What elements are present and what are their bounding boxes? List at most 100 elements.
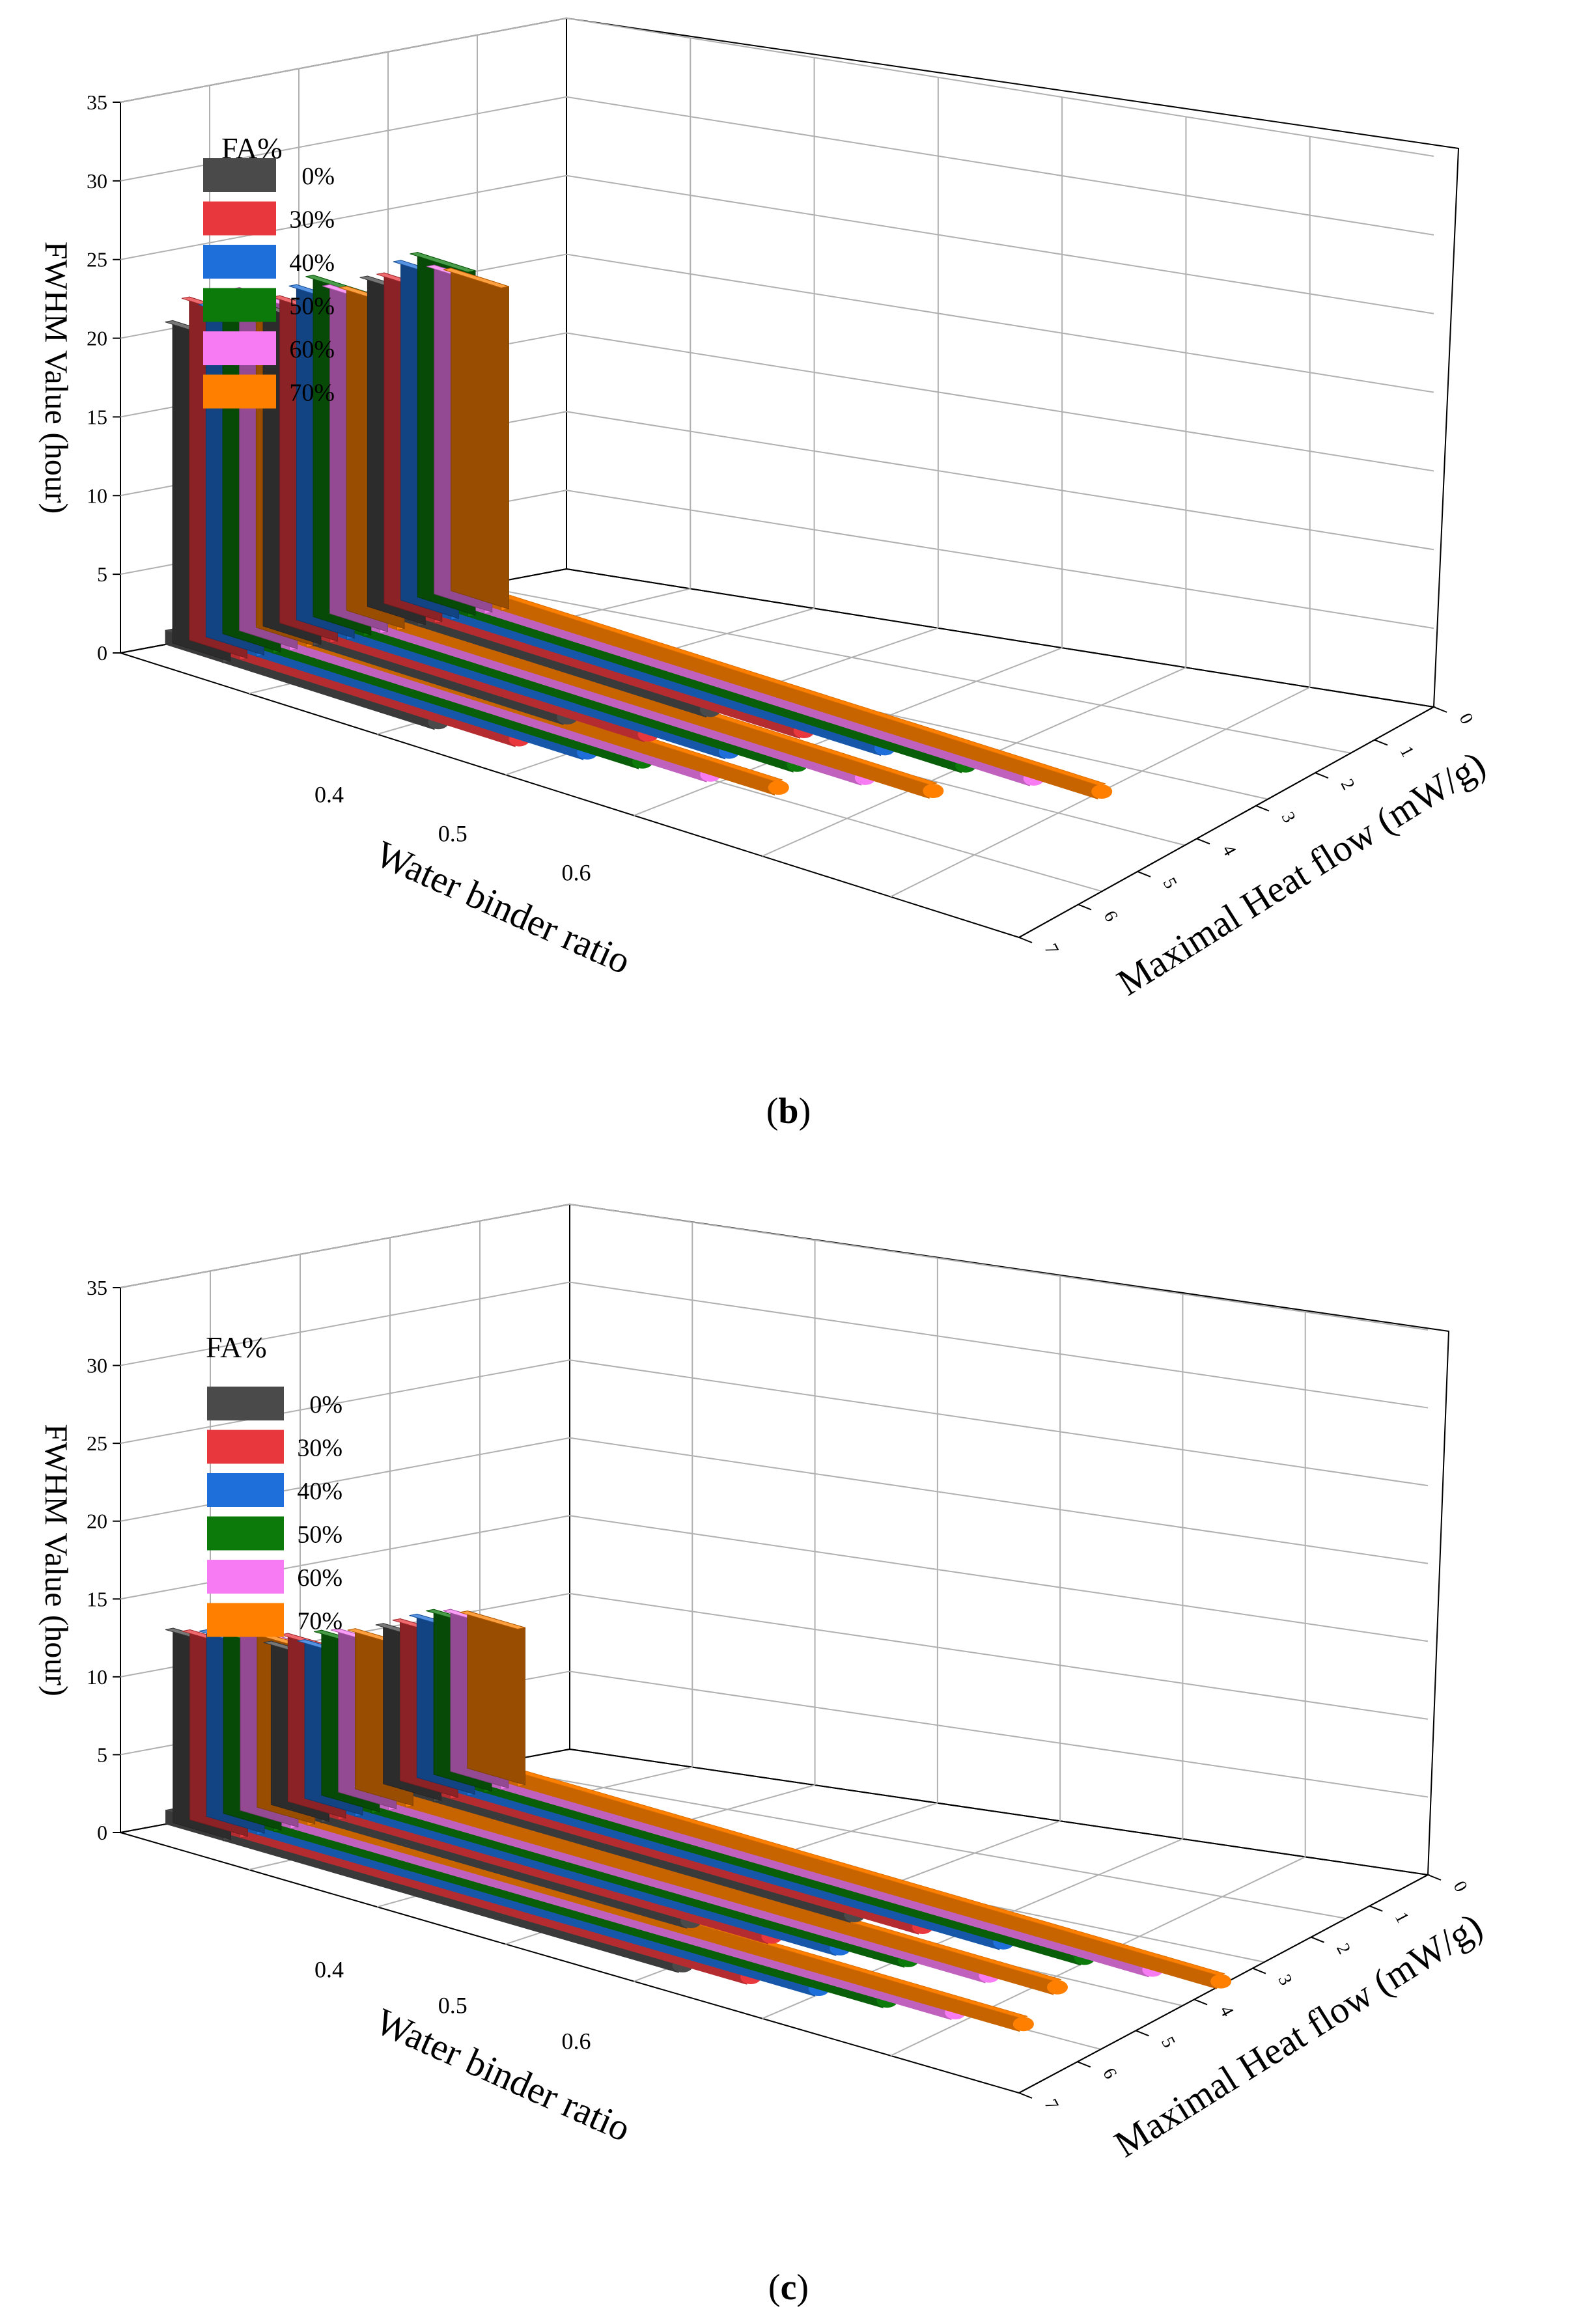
z-gridline-back (569, 1670, 1429, 1798)
y-tick-label: 5 (1159, 874, 1181, 892)
legend-label: 0% (309, 1391, 342, 1418)
legend-swatch (203, 158, 276, 192)
y-tick (1433, 706, 1447, 713)
z-gridline-back (566, 96, 1434, 236)
z-tick-label: 10 (87, 484, 107, 507)
y-tick-label: 6 (1100, 907, 1122, 925)
panel-letter: b (778, 1091, 798, 1131)
legend-label: 60% (289, 336, 335, 363)
heat-ribbon-side (347, 1776, 1054, 1995)
legend-swatch (207, 1560, 284, 1594)
z-gridline-back (569, 1359, 1429, 1487)
legend-swatch (207, 1430, 284, 1464)
z-tick-label: 0 (97, 641, 107, 665)
panel-letter: c (781, 2267, 797, 2308)
floor-gridline (479, 1765, 1347, 1919)
x-tick-label: 0.6 (561, 2028, 591, 2054)
z-gridline-back (566, 174, 1434, 314)
x-axis-title: Water binder ratio (370, 832, 637, 982)
fwhm-bar-top (443, 268, 509, 288)
heat-ribbon-cap (1210, 1974, 1232, 1989)
fwhm-bar-side (451, 268, 509, 610)
z-tick-label: 30 (87, 169, 107, 193)
z-tick-label: 25 (87, 248, 107, 271)
y-tick (1311, 1936, 1324, 1943)
fwhm-bar-top (459, 1611, 525, 1630)
legend-label: 70% (297, 1608, 342, 1635)
legend-label: 40% (289, 249, 335, 277)
z-tick-label: 0 (97, 1821, 107, 1844)
z-axis-title: FWHM Value (hour) (38, 1424, 75, 1696)
z-tick-label: 20 (87, 1510, 107, 1533)
legend-swatch (207, 1603, 284, 1637)
back-wall (569, 1203, 1450, 1876)
y-tick (1196, 838, 1210, 845)
z-gridline-left (120, 96, 567, 182)
legend-label: 50% (297, 1521, 342, 1549)
fwhm-bar-side (467, 1610, 525, 1786)
z-gridline-back (566, 411, 1434, 551)
z-tick-label: 5 (97, 562, 107, 586)
z-tick-label: 15 (87, 405, 107, 428)
z-gridline-back (566, 253, 1434, 393)
y-tick (1193, 1999, 1208, 2006)
z-tick-label: 10 (87, 1665, 107, 1689)
y-tick-label: 3 (1277, 809, 1300, 826)
legend-label: 40% (297, 1478, 342, 1505)
fwhm-bar-top (410, 252, 476, 273)
y-tick-label: 0 (1455, 710, 1477, 728)
y-tick (1427, 1874, 1442, 1881)
z-axis-title: FWHM Value (hour) (38, 242, 75, 514)
heat-ribbon-cap (1047, 1980, 1068, 1995)
z-gridline-back (566, 18, 1434, 157)
z-gridline-left (120, 1515, 570, 1600)
z-tick-label: 5 (97, 1743, 107, 1766)
legend-label: 70% (289, 380, 335, 407)
z-gridline-left (120, 1437, 570, 1522)
legend-label: 30% (297, 1435, 342, 1462)
y-tick (1078, 904, 1092, 911)
y-tick-label: 1 (1391, 1909, 1413, 1926)
y-tick (1018, 2092, 1033, 2099)
legend-swatch (203, 331, 276, 365)
z-gridline-back (569, 1515, 1429, 1642)
y-tick-label: 4 (1216, 2002, 1238, 2020)
x-tick-label: 0.5 (438, 1993, 468, 2019)
z-tick-label: 15 (87, 1587, 107, 1611)
panel-label: (b) (766, 1091, 811, 1131)
floor-gridline (477, 585, 1351, 754)
heat-ribbon-cap (768, 780, 789, 795)
panel-label: (c) (768, 2267, 809, 2308)
legend-swatch (207, 1473, 284, 1507)
heat-ribbon-side (460, 1755, 1218, 1989)
y-tick-label: 5 (1157, 2034, 1179, 2051)
legend-label: 60% (297, 1564, 342, 1592)
x-tick-label: 0.4 (314, 781, 344, 807)
y-tick (1077, 2061, 1091, 2068)
legend-label: 50% (289, 293, 335, 320)
heat-ribbon-side (443, 577, 1098, 799)
y-tick (1374, 739, 1388, 746)
z-gridline-back (569, 1437, 1429, 1564)
legend-swatch (203, 374, 276, 409)
heat-ribbon-cap (1012, 2017, 1034, 2032)
legend-label: 30% (289, 206, 335, 234)
y-tick (1315, 772, 1329, 779)
z-gridline-left (120, 1281, 570, 1366)
back-wall (566, 17, 1460, 708)
z-tick-label: 20 (87, 327, 107, 350)
y-tick-label: 7 (1040, 941, 1063, 958)
x-axis-title: Water binder ratio (370, 2000, 637, 2150)
z-gridline-back (566, 490, 1434, 629)
x-tick-label: 0.5 (438, 820, 468, 846)
z-tick-label: 25 (87, 1432, 107, 1455)
y-tick-label: 2 (1337, 776, 1359, 794)
y-tick (1255, 805, 1270, 812)
y-tick-label: 6 (1098, 2065, 1121, 2082)
y-tick (1137, 870, 1151, 878)
z-gridline-back (569, 1592, 1429, 1720)
legend-title: FA% (206, 1331, 267, 1364)
